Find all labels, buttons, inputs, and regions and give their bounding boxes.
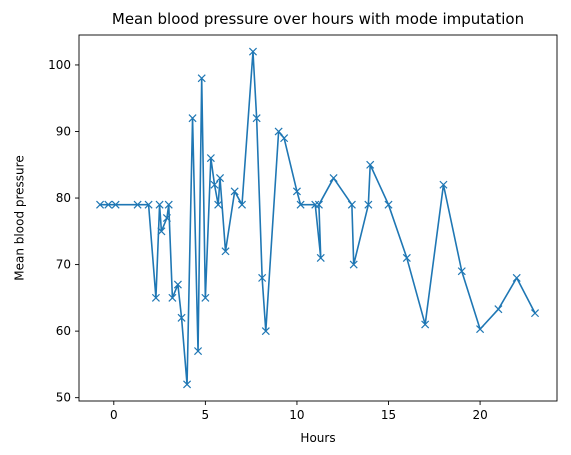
y-tick-label: 90 bbox=[56, 124, 71, 138]
data-point-x-marker bbox=[194, 347, 203, 356]
chart-title: Mean blood pressure over hours with mode… bbox=[112, 10, 524, 28]
data-point-x-marker bbox=[476, 325, 485, 334]
data-point-x-marker bbox=[188, 114, 197, 123]
data-point-x-marker bbox=[197, 74, 206, 83]
x-tick-label: 20 bbox=[472, 408, 487, 422]
data-point-x-marker bbox=[349, 260, 358, 269]
data-point-x-marker bbox=[144, 200, 153, 209]
data-point-x-marker bbox=[133, 200, 142, 209]
y-tick-label: 100 bbox=[48, 58, 71, 72]
data-point-x-marker bbox=[155, 200, 164, 209]
data-point-x-marker bbox=[314, 200, 323, 209]
data-point-x-marker bbox=[151, 293, 160, 302]
data-point-x-marker bbox=[210, 180, 219, 189]
data-point-x-marker bbox=[364, 200, 373, 209]
data-point-x-marker bbox=[230, 187, 239, 196]
data-point-x-marker bbox=[111, 200, 120, 209]
x-tick-label: 5 bbox=[202, 408, 210, 422]
x-axis-label: Hours bbox=[300, 431, 335, 445]
data-point-x-marker bbox=[201, 293, 210, 302]
x-tick-label: 15 bbox=[381, 408, 396, 422]
data-point-x-marker bbox=[530, 309, 540, 318]
data-point-x-marker bbox=[494, 305, 503, 314]
data-point-x-marker bbox=[248, 47, 258, 56]
data-point-x-marker bbox=[316, 253, 325, 262]
x-tick-label: 10 bbox=[289, 408, 304, 422]
axes-frame bbox=[78, 34, 558, 402]
data-point-x-marker bbox=[347, 200, 356, 209]
data-point-x-marker bbox=[296, 200, 305, 209]
data-point-x-marker bbox=[157, 227, 166, 236]
series-layer bbox=[96, 47, 540, 389]
y-tick-label: 60 bbox=[56, 324, 71, 338]
y-tick-label: 70 bbox=[56, 258, 71, 272]
data-point-x-marker bbox=[274, 127, 283, 136]
data-point-x-marker bbox=[215, 174, 225, 183]
data-point-x-marker bbox=[311, 200, 320, 209]
data-point-x-marker bbox=[96, 200, 105, 209]
data-point-x-marker bbox=[206, 154, 215, 163]
data-point-x-marker bbox=[164, 200, 173, 209]
data-point-x-marker bbox=[221, 247, 230, 256]
data-point-x-marker bbox=[162, 213, 171, 223]
y-tick-label: 50 bbox=[56, 391, 71, 405]
data-point-x-marker bbox=[512, 273, 521, 282]
data-point-x-marker bbox=[252, 114, 261, 123]
data-point-x-marker bbox=[261, 327, 270, 336]
ticks-layer: 0 5 10 15 20 50 60 70 80 90 100 bbox=[48, 58, 488, 422]
data-point-x-marker bbox=[168, 293, 177, 302]
data-point-x-marker bbox=[384, 200, 393, 209]
y-tick-label: 80 bbox=[56, 191, 71, 205]
data-point-x-marker bbox=[421, 320, 430, 329]
data-point-x-marker bbox=[280, 134, 289, 143]
y-axis-label: Mean blood pressure bbox=[13, 155, 27, 280]
data-point-x-marker bbox=[329, 174, 338, 183]
data-point-x-marker bbox=[183, 380, 192, 389]
data-point-x-marker bbox=[292, 187, 301, 196]
data-point-x-marker bbox=[177, 313, 186, 322]
data-point-x-marker bbox=[258, 273, 267, 282]
data-point-x-marker bbox=[457, 267, 466, 276]
data-point-x-marker bbox=[214, 200, 223, 209]
data-point-x-marker bbox=[439, 180, 448, 189]
data-point-x-marker bbox=[104, 200, 113, 209]
data-point-x-marker bbox=[237, 200, 247, 209]
data-point-x-marker bbox=[402, 253, 411, 262]
data-point-x-marker bbox=[366, 160, 375, 169]
x-tick-label: 0 bbox=[110, 408, 118, 422]
series-line bbox=[100, 50, 536, 386]
data-point-x-marker bbox=[173, 280, 182, 289]
